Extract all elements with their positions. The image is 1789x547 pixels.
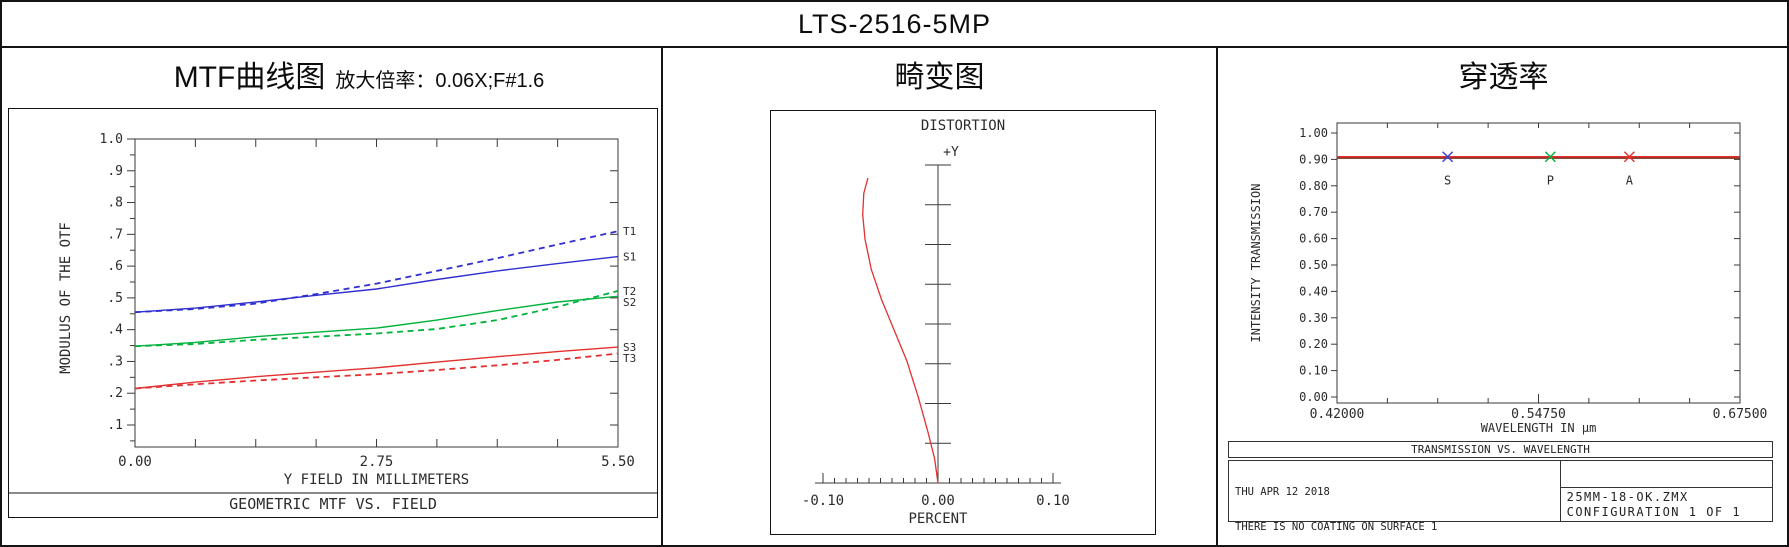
transmission-title: 穿透率 (1458, 61, 1549, 94)
mtf-series-label-T2: T2 (623, 285, 636, 298)
sheet-title-bar: LTS-2516-5MP (2, 2, 1787, 48)
sheet-title: LTS-2516-5MP (797, 8, 992, 39)
mtf-series-label-S1: S1 (623, 251, 636, 264)
config-file: 25MM-18-OK.ZMX (1566, 490, 1689, 505)
mtf-curve-S1 (134, 255, 619, 313)
info-line-date: THU APR 12 2018 (1235, 485, 1330, 498)
mtf-x-tick: 2.75 (360, 454, 394, 470)
mtf-y-tick: .6 (107, 259, 123, 274)
distortion-title: 畸变图 (894, 61, 985, 94)
lens-info-table: THU APR 12 2018 THERE IS NO COATING ON S… (1228, 460, 1773, 533)
transmission-x-tick: 0.67500 (1713, 407, 1768, 422)
transmission-y-label: INTENSITY TRANSMISSION (1249, 184, 1263, 343)
config-cell: 25MM-18-OK.ZMX CONFIGURATION 1 OF 1 (1559, 461, 1772, 521)
transmission-caption: TRANSMISSION VS. WAVELENGTH (1411, 443, 1590, 456)
transmission-y-tick: 0.90 (1299, 152, 1328, 166)
mtf-title: MTF曲线图 (173, 61, 326, 94)
transmission-y-tick: 0.60 (1299, 232, 1328, 246)
transmission-y-tick: 0.50 (1299, 258, 1328, 272)
lens-info-lines: THU APR 12 2018 THERE IS NO COATING ON S… (1229, 461, 1560, 533)
mtf-x-tick: 0.00 (118, 454, 152, 470)
mtf-series-label-T3: T3 (623, 352, 636, 365)
distortion-curve (862, 177, 939, 484)
mtf-curve-T3 (134, 352, 619, 390)
transmission-x-tick: 0.54750 (1511, 407, 1566, 422)
mtf-y-label: MODULUS OF THE OTF (58, 222, 74, 374)
mtf-y-tick: .7 (107, 227, 123, 242)
mtf-y-tick: .8 (107, 196, 123, 211)
mtf-footer-caption: GEOMETRIC MTF VS. FIELD (229, 495, 437, 513)
transmission-y-tick: 0.80 (1299, 179, 1328, 193)
transmission-chart: 1.00 0.90 0.80 0.70 0.60 0.50 0.40 0.30 0.20 0.10… (1249, 122, 1768, 435)
mtf-curve-S2 (134, 295, 619, 347)
distortion-x-tick: 0.10 (1036, 493, 1070, 509)
distortion-panel-header: 畸变图 (663, 52, 1216, 96)
transmission-y-tick: 0.10 (1299, 364, 1328, 378)
mtf-curve-T1 (134, 230, 619, 314)
mtf-y-tick: .2 (107, 386, 123, 401)
panel-divider-1 (661, 46, 663, 545)
mtf-x-tick: 5.50 (601, 454, 635, 470)
transmission-y-tick: 1.00 (1299, 126, 1328, 140)
mtf-box (8, 108, 658, 518)
distortion-axis-name: +Y (943, 145, 959, 160)
mtf-y-tick: 1.0 (100, 132, 123, 147)
mtf-y-tick: .9 (107, 164, 123, 179)
config-line: CONFIGURATION 1 OF 1 (1566, 504, 1742, 519)
distortion-box (770, 110, 1156, 535)
mtf-curve-S3 (134, 346, 619, 390)
mtf-panel-header: MTF曲线图 放大倍率：0.06X;F#1.6 (2, 52, 661, 96)
transmission-plot-frame (1336, 122, 1741, 404)
distortion-chart: DISTORTION +Y -0.10 0.00 0.10 PERCENT (770, 110, 1156, 535)
mtf-series-label-S3: S3 (623, 341, 636, 354)
mtf-y-tick: .1 (107, 418, 123, 433)
transmission-x-tick: 0.42000 (1310, 407, 1365, 422)
transmission-y-tick: 0.40 (1299, 284, 1328, 298)
mtf-series-label-T1: T1 (623, 225, 636, 238)
panel-divider-2 (1216, 46, 1218, 545)
marker-label-S: S (1444, 173, 1451, 187)
transmission-y-tick: 0.00 (1299, 390, 1328, 404)
mtf-curve-T2 (134, 290, 619, 348)
mtf-y-tick: .3 (107, 354, 123, 369)
transmission-panel-header: 穿透率 (1218, 52, 1787, 96)
mtf-series-label-S2: S2 (623, 296, 636, 309)
mtf-y-tick: .5 (107, 291, 123, 306)
mtf-y-tick: .4 (107, 323, 123, 338)
config-box: 25MM-18-OK.ZMX CONFIGURATION 1 OF 1 (1560, 487, 1772, 521)
mtf-chart: GEOMETRIC MTF VS. FIELD 1.0 .9 .8 .7 .6 .5 .4 .3… (8, 108, 658, 518)
mtf-subtitle: 放大倍率：0.06X;F#1.6 (335, 70, 545, 92)
transmission-y-tick: 0.20 (1299, 337, 1328, 351)
mtf-x-label: Y FIELD IN MILLIMETERS (284, 472, 469, 488)
mtf-plot-frame (134, 138, 619, 448)
distortion-chart-title: DISTORTION (921, 118, 1005, 134)
transmission-x-label: WAVELENGTH IN µm (1481, 421, 1597, 435)
transmission-y-tick: 0.70 (1299, 205, 1328, 219)
distortion-x-tick: 0.00 (921, 493, 955, 509)
marker-label-A: A (1626, 173, 1634, 187)
distortion-x-tick: -0.10 (802, 493, 844, 509)
distortion-x-label: PERCENT (908, 511, 968, 527)
transmission-caption-bar: TRANSMISSION VS. WAVELENGTH (1228, 441, 1773, 458)
marker-label-P: P (1547, 173, 1554, 187)
transmission-y-tick: 0.30 (1299, 311, 1328, 325)
info-line-coating: THERE IS NO COATING ON SURFACE 1 (1235, 520, 1438, 533)
